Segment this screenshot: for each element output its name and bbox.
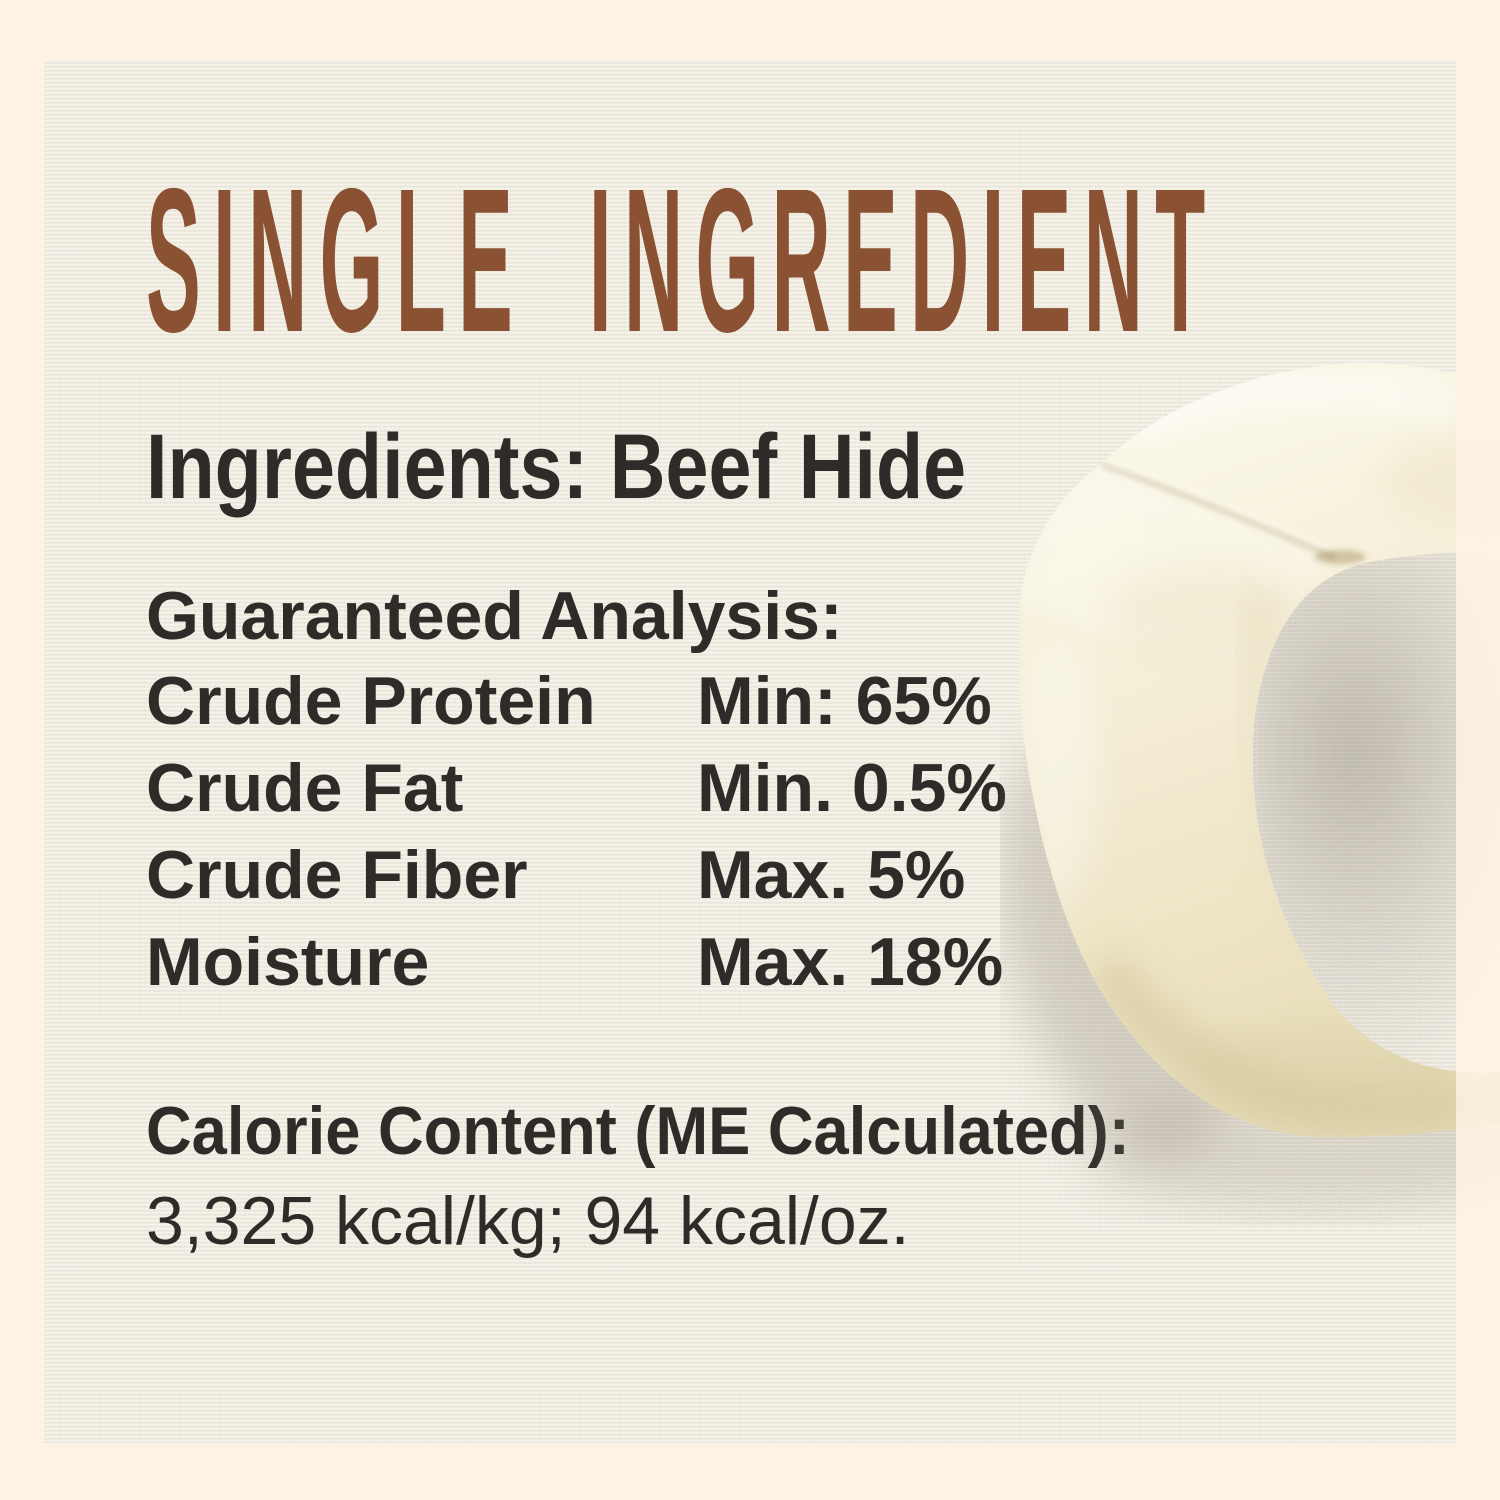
row-value: Max. 18% [697,924,1004,1000]
row-value: Min. 0.5% [697,750,1007,826]
calorie-content-value: 3,325 kcal/kg; 94 kcal/oz. [146,1183,910,1259]
row-label: Crude Protein [146,663,596,739]
row-label: Crude Fiber [146,837,528,913]
frame-right-margin [1456,0,1500,1500]
table-row: Crude Fat Min. 0.5% [146,754,1146,826]
row-label: Moisture [146,924,430,1000]
page-title: SINGLE INGREDIENT [146,146,1218,375]
ingredients-line: Ingredients: Beef Hide [146,416,967,518]
row-value: Min: 65% [697,663,992,739]
ring-svg [1000,362,1500,1211]
table-row: Moisture Max. 18% [146,928,1146,1000]
calorie-content-heading: Calorie Content (ME Calculated): [146,1093,1130,1169]
row-value: Max. 5% [697,837,966,913]
table-row: Crude Protein Min: 65% [146,667,1146,739]
table-row: Crude Fiber Max. 5% [146,841,1146,913]
guaranteed-analysis-heading: Guaranteed Analysis: [146,578,843,654]
row-label: Crude Fat [146,750,464,826]
rawhide-ring-image [1000,345,1500,1225]
